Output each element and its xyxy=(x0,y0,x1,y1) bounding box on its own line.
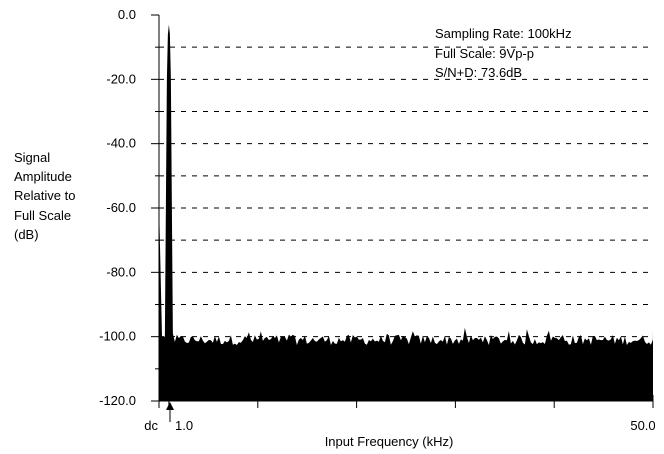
y-axis-label-line: Signal xyxy=(14,150,50,165)
y-tick-label: -80.0 xyxy=(106,264,136,279)
y-axis-label-line: Relative to xyxy=(14,188,75,203)
x-tick-label: 1.0 xyxy=(175,418,193,433)
x-tick-labels: dc 1.0 50.0 xyxy=(144,418,655,433)
y-axis-label-line: Full Scale xyxy=(14,208,71,223)
y-tick-label: -60.0 xyxy=(106,200,136,215)
y-axis-label: Signal Amplitude Relative to Full Scale … xyxy=(14,150,75,242)
x-tick-label: dc xyxy=(144,418,158,433)
axes xyxy=(151,14,654,408)
y-tick-label: -40.0 xyxy=(106,136,136,151)
y-axis-label-line: Amplitude xyxy=(14,169,72,184)
y-tick-label: -20.0 xyxy=(106,71,136,86)
full-scale-annotation: Full Scale: 9Vp-p xyxy=(435,46,534,61)
grid-lines xyxy=(159,46,653,370)
annotation-box: Sampling Rate: 100kHz Full Scale: 9Vp-p … xyxy=(435,26,572,80)
y-axis-label-line: (dB) xyxy=(14,227,39,242)
x-axis-label: Input Frequency (kHz) xyxy=(325,434,454,449)
x-tick-label: 50.0 xyxy=(630,418,655,433)
y-tick-labels: 0.0 -20.0 -40.0 -60.0 -80.0 -100.0 -120.0 xyxy=(99,7,136,408)
y-tick-label: -100.0 xyxy=(99,329,136,344)
y-tick-label: -120.0 xyxy=(99,393,136,408)
y-tick-label: 0.0 xyxy=(118,7,136,22)
spectrum-area xyxy=(159,24,653,402)
snd-annotation: S/N+D: 73.6dB xyxy=(435,65,522,80)
fundamental-arrow xyxy=(166,402,174,422)
arrow-up-icon xyxy=(166,402,174,410)
sampling-rate-annotation: Sampling Rate: 100kHz xyxy=(435,26,572,41)
